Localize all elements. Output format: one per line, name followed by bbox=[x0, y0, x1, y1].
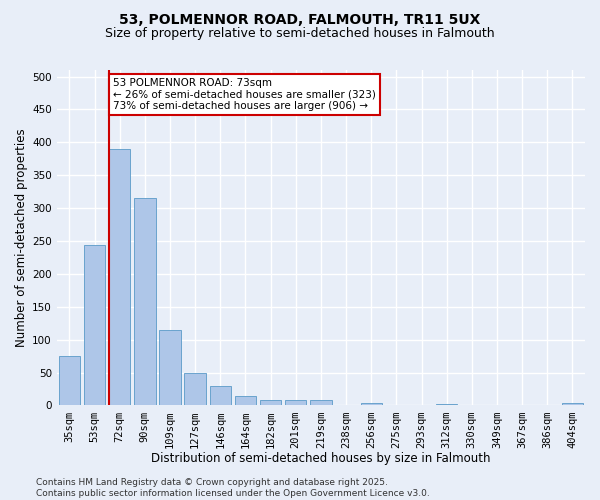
Bar bbox=[184, 372, 206, 406]
Bar bbox=[310, 400, 332, 406]
X-axis label: Distribution of semi-detached houses by size in Falmouth: Distribution of semi-detached houses by … bbox=[151, 452, 491, 465]
Bar bbox=[109, 149, 130, 406]
Bar bbox=[134, 198, 155, 406]
Text: 53 POLMENNOR ROAD: 73sqm
← 26% of semi-detached houses are smaller (323)
73% of : 53 POLMENNOR ROAD: 73sqm ← 26% of semi-d… bbox=[113, 78, 376, 111]
Bar bbox=[235, 396, 256, 406]
Text: 53, POLMENNOR ROAD, FALMOUTH, TR11 5UX: 53, POLMENNOR ROAD, FALMOUTH, TR11 5UX bbox=[119, 12, 481, 26]
Bar bbox=[209, 386, 231, 406]
Bar bbox=[260, 400, 281, 406]
Bar bbox=[84, 245, 105, 406]
Bar bbox=[285, 400, 307, 406]
Bar bbox=[386, 405, 407, 406]
Bar bbox=[59, 356, 80, 406]
Bar bbox=[436, 404, 457, 406]
Bar bbox=[361, 404, 382, 406]
Text: Size of property relative to semi-detached houses in Falmouth: Size of property relative to semi-detach… bbox=[105, 28, 495, 40]
Bar bbox=[159, 330, 181, 406]
Text: Contains HM Land Registry data © Crown copyright and database right 2025.
Contai: Contains HM Land Registry data © Crown c… bbox=[36, 478, 430, 498]
Y-axis label: Number of semi-detached properties: Number of semi-detached properties bbox=[15, 128, 28, 347]
Bar bbox=[562, 404, 583, 406]
